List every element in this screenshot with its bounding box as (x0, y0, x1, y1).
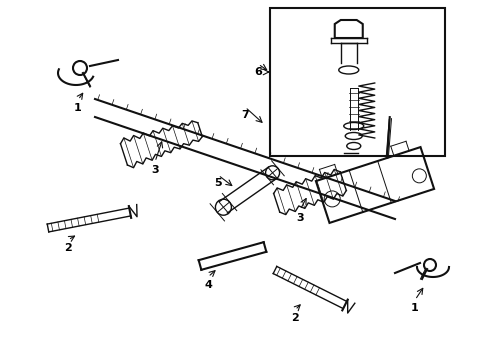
Text: 6: 6 (254, 67, 262, 77)
Text: 1: 1 (74, 103, 82, 113)
Text: 2: 2 (291, 313, 299, 323)
Bar (270, 8, 445, 156)
Text: 3: 3 (296, 213, 304, 223)
Text: 5: 5 (214, 178, 222, 188)
Text: 1: 1 (411, 303, 419, 313)
Text: 2: 2 (64, 243, 72, 253)
Text: 4: 4 (204, 280, 212, 290)
Text: 3: 3 (151, 165, 159, 175)
Text: 7: 7 (241, 110, 249, 120)
